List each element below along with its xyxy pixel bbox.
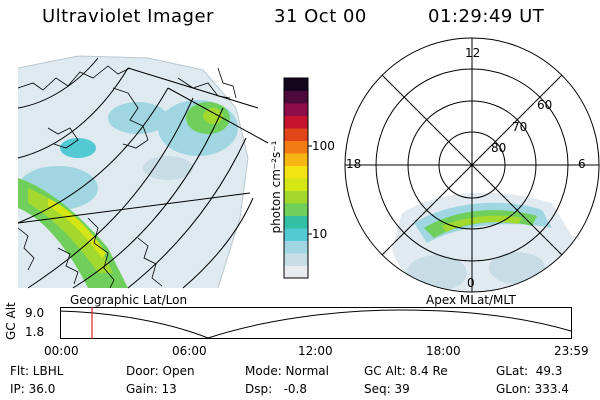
colorbar-band bbox=[284, 140, 308, 154]
colorbar-band bbox=[284, 203, 308, 216]
xtick-1800: 18:00 bbox=[426, 344, 461, 358]
altitude-ytick-high: 9.0 bbox=[25, 306, 45, 320]
geographic-panel-label: Geographic Lat/Lon bbox=[70, 293, 188, 307]
colorbar-band bbox=[284, 178, 308, 191]
mlt-label-0: 0 bbox=[467, 276, 475, 290]
xtick-0600: 06:00 bbox=[172, 344, 207, 358]
observation-time: 01:29:49 UT bbox=[428, 6, 545, 27]
colorbar-band bbox=[284, 215, 308, 229]
xtick-2359: 23:59 bbox=[554, 344, 589, 358]
altitude-ylabel: GC Alt bbox=[4, 302, 18, 340]
colorbar-band bbox=[284, 115, 308, 129]
gc-alt-info: GC Alt: 8.4 Re bbox=[364, 364, 448, 378]
gain-info: Gain: 13 bbox=[126, 382, 177, 396]
mlt-label-6: 6 bbox=[578, 157, 586, 171]
polar-panel-label: Apex MLat/MLT bbox=[426, 293, 516, 307]
filter-info: Flt: LBHL bbox=[10, 364, 64, 378]
colorbar-band bbox=[284, 78, 308, 91]
xtick-1200: 12:00 bbox=[298, 344, 333, 358]
dsp-info: Dsp: -0.8 bbox=[245, 382, 308, 396]
colorbar-band bbox=[284, 90, 308, 104]
colorbar-band bbox=[284, 240, 308, 254]
ip-info: IP: 36.0 bbox=[10, 382, 56, 396]
glon-info: GLon: 333.4 bbox=[496, 382, 569, 396]
colorbar bbox=[283, 77, 312, 279]
mode-info: Mode: Normal bbox=[245, 364, 329, 378]
mlat-label-60: 60 bbox=[537, 98, 553, 112]
colorbar-band bbox=[284, 265, 308, 279]
altitude-plot bbox=[59, 307, 572, 339]
colorbar-band bbox=[284, 190, 308, 204]
instrument-title: Ultraviolet Imager bbox=[42, 6, 214, 27]
glat-info: GLat: 49.3 bbox=[496, 364, 563, 378]
seq-info: Seq: 39 bbox=[364, 382, 410, 396]
mlt-label-18: 18 bbox=[346, 157, 362, 171]
mlat-label-70: 70 bbox=[512, 120, 528, 134]
mlat-label-80: 80 bbox=[491, 141, 507, 155]
colorbar-band bbox=[284, 128, 308, 141]
colorbar-tick-10: 10 bbox=[312, 227, 328, 241]
colorbar-band bbox=[284, 165, 308, 179]
xtick-0000: 00:00 bbox=[44, 344, 79, 358]
door-info: Door: Open bbox=[126, 364, 195, 378]
colorbar-band bbox=[284, 228, 308, 241]
altitude-ytick-low: 1.8 bbox=[25, 325, 45, 339]
colorbar-tick-100: 100 bbox=[312, 139, 335, 153]
colorbar-band bbox=[284, 253, 308, 266]
colorbar-unit-label: photon cm⁻²s⁻¹ bbox=[269, 140, 283, 234]
mlt-label-12: 12 bbox=[465, 46, 481, 60]
polar-plot bbox=[344, 37, 600, 293]
geographic-image bbox=[17, 55, 269, 289]
colorbar-band bbox=[284, 153, 308, 166]
observation-date: 31 Oct 00 bbox=[274, 6, 367, 27]
colorbar-band bbox=[284, 103, 308, 116]
